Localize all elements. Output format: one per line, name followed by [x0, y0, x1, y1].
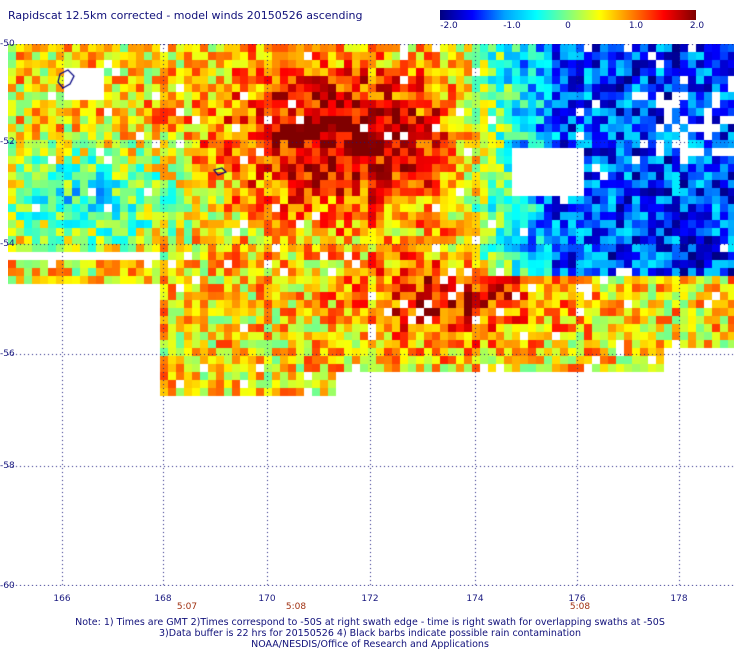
colorbar-label-pos1: 1.0	[628, 21, 644, 31]
time-label: 5:08	[569, 602, 591, 612]
lat-label: -56	[0, 349, 15, 359]
lat-label: -58	[0, 461, 15, 471]
time-label: 5:07	[176, 602, 198, 612]
colorbar	[440, 10, 696, 20]
colorbar-label-min: -2.0	[440, 21, 458, 31]
lon-label: 174	[466, 594, 484, 604]
lon-label: 168	[154, 594, 172, 604]
colorbar-label-max: 2.0	[689, 21, 705, 31]
lat-label: -52	[0, 137, 15, 147]
time-label: 5:08	[285, 602, 307, 612]
lat-label: -54	[0, 239, 15, 249]
lon-label: 176	[568, 594, 586, 604]
lat-label: -50	[0, 39, 15, 49]
plot-title: Rapidscat 12.5km corrected - model winds…	[8, 9, 363, 22]
lon-label: 172	[361, 594, 379, 604]
lon-label: 178	[670, 594, 688, 604]
lon-label: 166	[53, 594, 71, 604]
note-line-1: Note: 1) Times are GMT 2)Times correspon…	[75, 617, 665, 628]
colorbar-label-zero: 0	[565, 21, 571, 31]
colorbar-label-neg1: -1.0	[503, 21, 521, 31]
wind-difference-map	[8, 44, 734, 586]
note-line-2: 3)Data buffer is 22 hrs for 20150526 4) …	[159, 628, 581, 639]
note-line-3: NOAA/NESDIS/Office of Research and Appli…	[251, 639, 489, 650]
lat-label: -60	[0, 581, 15, 591]
lon-label: 170	[258, 594, 276, 604]
